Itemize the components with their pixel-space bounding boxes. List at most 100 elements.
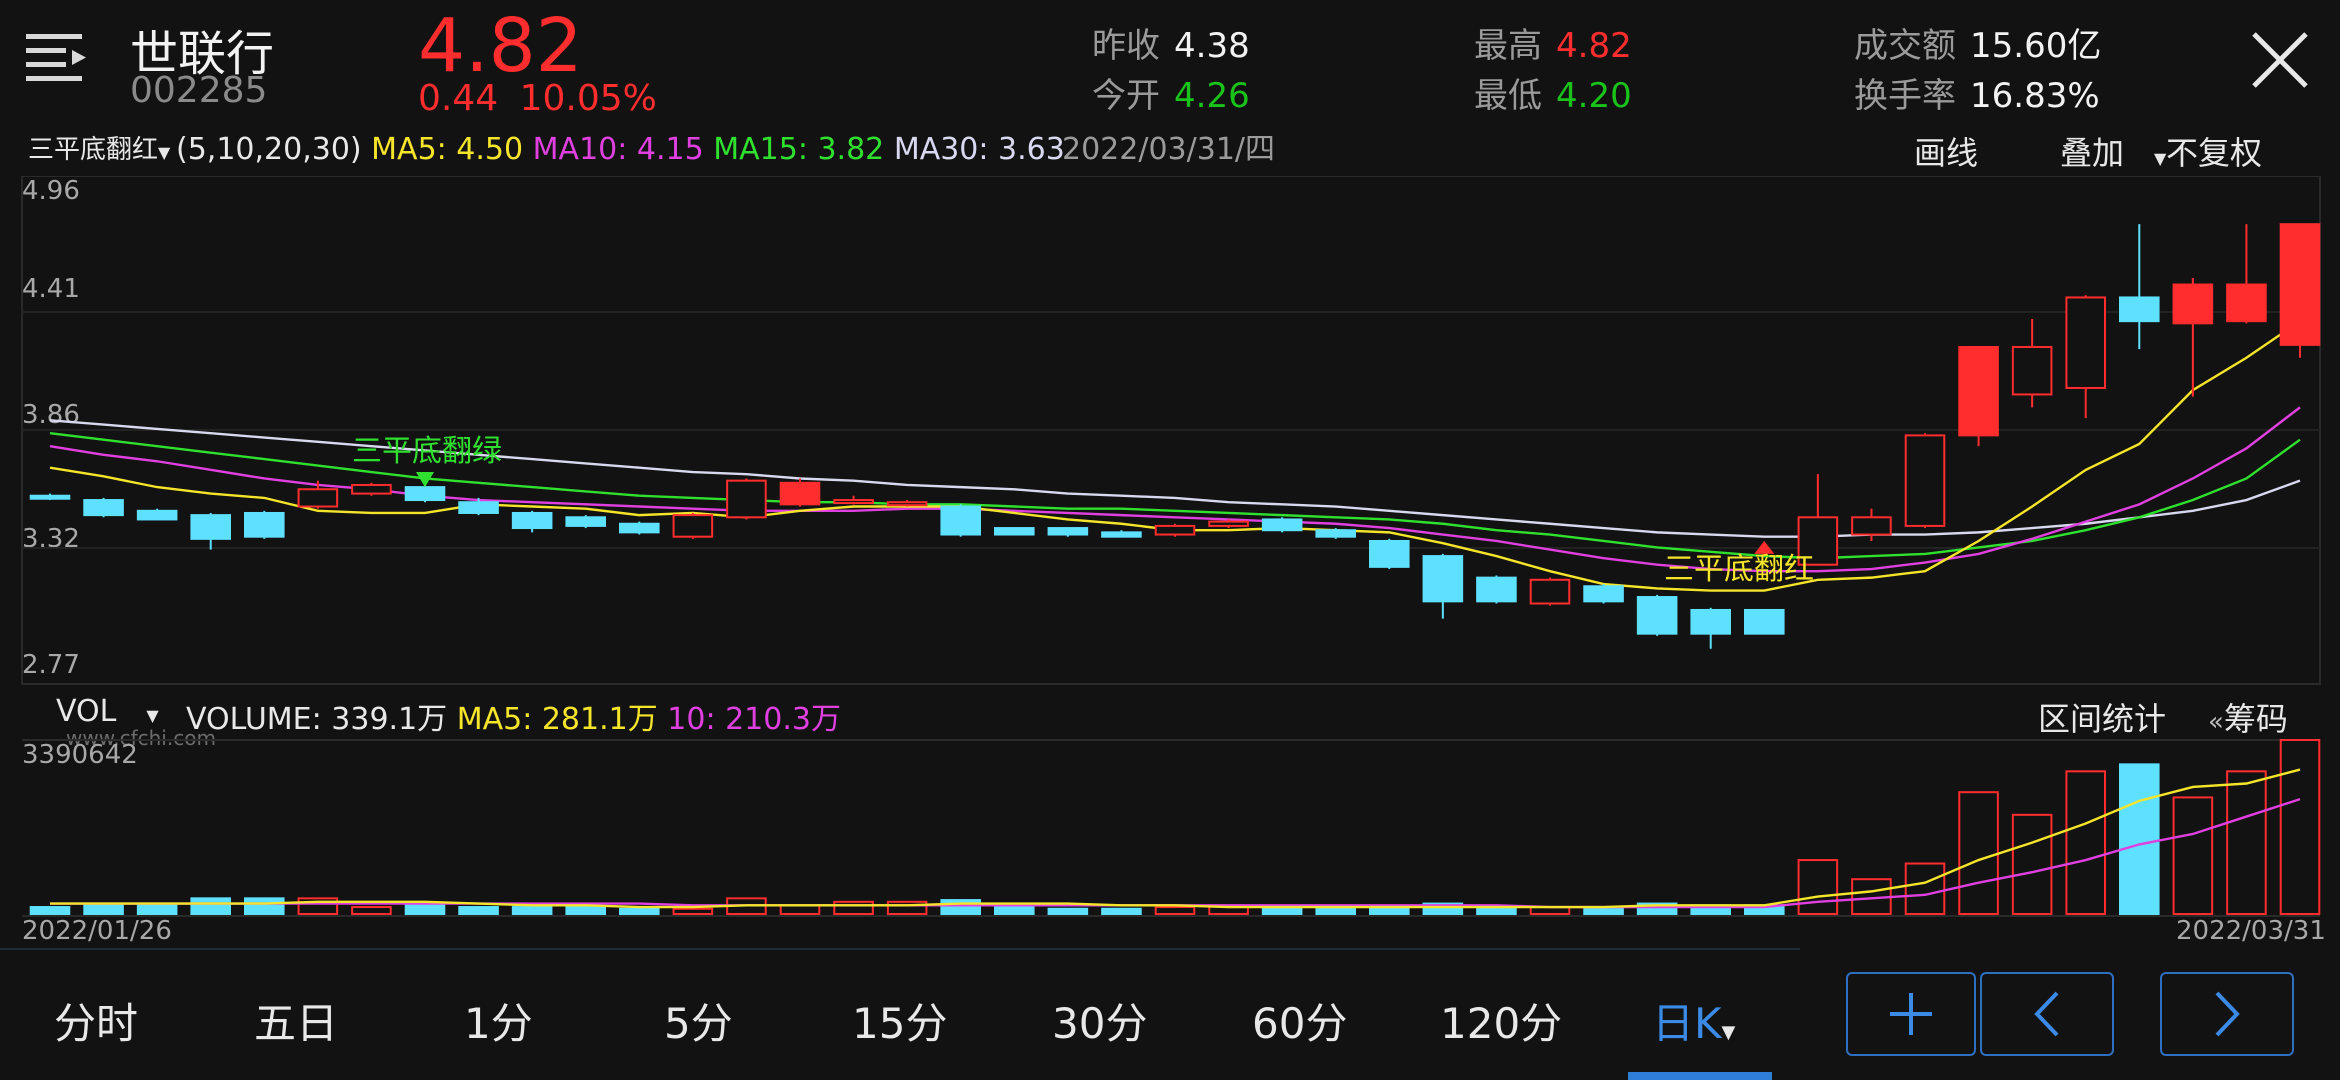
tab-30min[interactable]: 30分 xyxy=(1052,999,1148,1048)
tab-intraday[interactable]: 分时 xyxy=(54,999,139,1048)
candle-body xyxy=(351,483,392,495)
candle xyxy=(1904,433,1946,529)
candle-body xyxy=(1101,531,1142,538)
indicator-selector[interactable]: 三平底翻红▼ xyxy=(28,128,170,172)
adjust-button[interactable]: 不复权 xyxy=(2166,134,2263,172)
candle-body xyxy=(29,494,71,500)
ma-legend: (5,10,20,30) MA5: 4.50 MA10: 4.15 MA15: … xyxy=(176,128,1065,172)
candle-body xyxy=(565,516,607,527)
chevron-left-icon xyxy=(2034,991,2059,1037)
volume-bar xyxy=(1101,907,1142,915)
overlay-dropdown[interactable]: 叠加 ▼ xyxy=(2060,128,2166,174)
candle-body xyxy=(458,501,499,514)
candle xyxy=(726,478,767,520)
tab-daily-k[interactable]: 日K▼ xyxy=(1652,990,1735,1051)
scroll-left-button[interactable] xyxy=(1980,972,2114,1056)
stock-name: 世联行 xyxy=(130,26,275,82)
chips-button[interactable]: «筹码 xyxy=(2208,694,2288,740)
candle-body xyxy=(1422,555,1464,603)
candle xyxy=(2119,224,2160,350)
stat-label: 最低 xyxy=(1474,76,1542,116)
candle-body xyxy=(726,479,767,519)
candle xyxy=(1636,594,1678,636)
volume-indicator-selector[interactable]: VOL ▼ xyxy=(56,694,159,729)
tab-daily-k-label: 日K xyxy=(1652,999,1722,1048)
tab-1min[interactable]: 1分 xyxy=(464,999,533,1048)
vol-ma5-legend: MA5: 281.1万 xyxy=(456,702,658,737)
candle xyxy=(297,480,339,509)
signal-label-green: 三平底翻绿 xyxy=(352,434,502,469)
volume-bar xyxy=(2172,796,2214,915)
volume-bar xyxy=(994,906,1035,915)
signal-arrow-up xyxy=(1754,540,1775,554)
volume-bar xyxy=(2065,770,2106,915)
candle xyxy=(2065,295,2106,419)
volume-bar xyxy=(672,907,714,915)
candle xyxy=(940,504,982,537)
vol-ma5-line xyxy=(50,768,2301,909)
candle xyxy=(1369,538,1410,570)
candle-body xyxy=(1315,529,1357,538)
ma30-legend: MA30: 3.63 xyxy=(893,132,1065,167)
candle-body xyxy=(994,527,1035,536)
candle xyxy=(1958,346,1999,447)
candle-body xyxy=(1690,608,1732,635)
candle-body xyxy=(1261,518,1303,532)
menu-icon[interactable] xyxy=(24,30,92,84)
candlestick-chart[interactable] xyxy=(0,176,2340,686)
chevron-down-icon: ▼ xyxy=(146,706,159,725)
candle xyxy=(244,510,285,539)
range-stats-button[interactable]: 区间统计 xyxy=(2038,700,2167,738)
stat-turnover: 成交额 15.60亿 xyxy=(1854,18,2101,67)
active-tab-indicator xyxy=(1628,1072,1772,1080)
signal-arrow-down xyxy=(416,472,434,488)
scroll-right-button[interactable] xyxy=(2160,972,2294,1056)
volume-bar xyxy=(619,907,660,915)
ma30-line xyxy=(49,419,2301,538)
chevron-down-icon: ▼ xyxy=(2154,149,2167,168)
candle-body xyxy=(2119,296,2160,323)
stat-label: 成交额 xyxy=(1854,26,1956,66)
stat-low: 最低 4.20 xyxy=(1474,68,1632,117)
ma15-legend: MA15: 3.82 xyxy=(713,132,885,167)
volume-bar xyxy=(511,906,553,915)
candle-body xyxy=(672,514,714,538)
stock-code: 002285 xyxy=(130,70,268,111)
price-tick: 4.41 xyxy=(22,274,80,304)
candle-body xyxy=(1476,576,1517,603)
tab-five-day[interactable]: 五日 xyxy=(254,999,339,1048)
tab-15min[interactable]: 15分 xyxy=(852,999,948,1048)
candle-body xyxy=(1797,516,1839,566)
volume-bar xyxy=(1958,791,1999,916)
volume-bar xyxy=(940,899,982,916)
candle-body xyxy=(511,511,553,530)
current-price: 4.82 xyxy=(418,3,583,89)
volume-chart[interactable] xyxy=(0,730,2340,920)
candle-body xyxy=(2172,283,2214,325)
candle-body xyxy=(1583,585,1624,603)
tab-5min[interactable]: 5分 xyxy=(664,999,733,1048)
stat-open: 今开 4.26 xyxy=(1092,68,1250,117)
volume-bar xyxy=(1636,902,1678,915)
change-percent: 10.05% xyxy=(519,78,657,119)
candle-body xyxy=(2011,346,2053,396)
tab-120min[interactable]: 120分 xyxy=(1440,999,1563,1048)
volume-bar xyxy=(136,904,178,916)
candle xyxy=(619,521,660,535)
volume-bar xyxy=(2011,813,2053,915)
volume-bar xyxy=(833,900,874,916)
candle xyxy=(1583,584,1624,604)
candle-body xyxy=(297,488,339,508)
zoom-in-button[interactable] xyxy=(1846,972,1976,1056)
watermark: www.cfchi.com xyxy=(66,726,216,750)
price-change: 0.44 10.05% xyxy=(418,78,657,119)
candle xyxy=(886,500,928,507)
close-icon[interactable] xyxy=(2248,28,2312,92)
date-axis-end: 2022/03/31 xyxy=(2176,916,2326,946)
stat-label: 最高 xyxy=(1474,26,1542,66)
stat-high: 最高 4.82 xyxy=(1474,18,1632,67)
draw-line-button[interactable]: 画线 xyxy=(1914,134,1979,172)
candle-body xyxy=(1851,516,1892,536)
change-value: 0.44 xyxy=(418,78,499,119)
tab-60min[interactable]: 60分 xyxy=(1252,999,1348,1048)
